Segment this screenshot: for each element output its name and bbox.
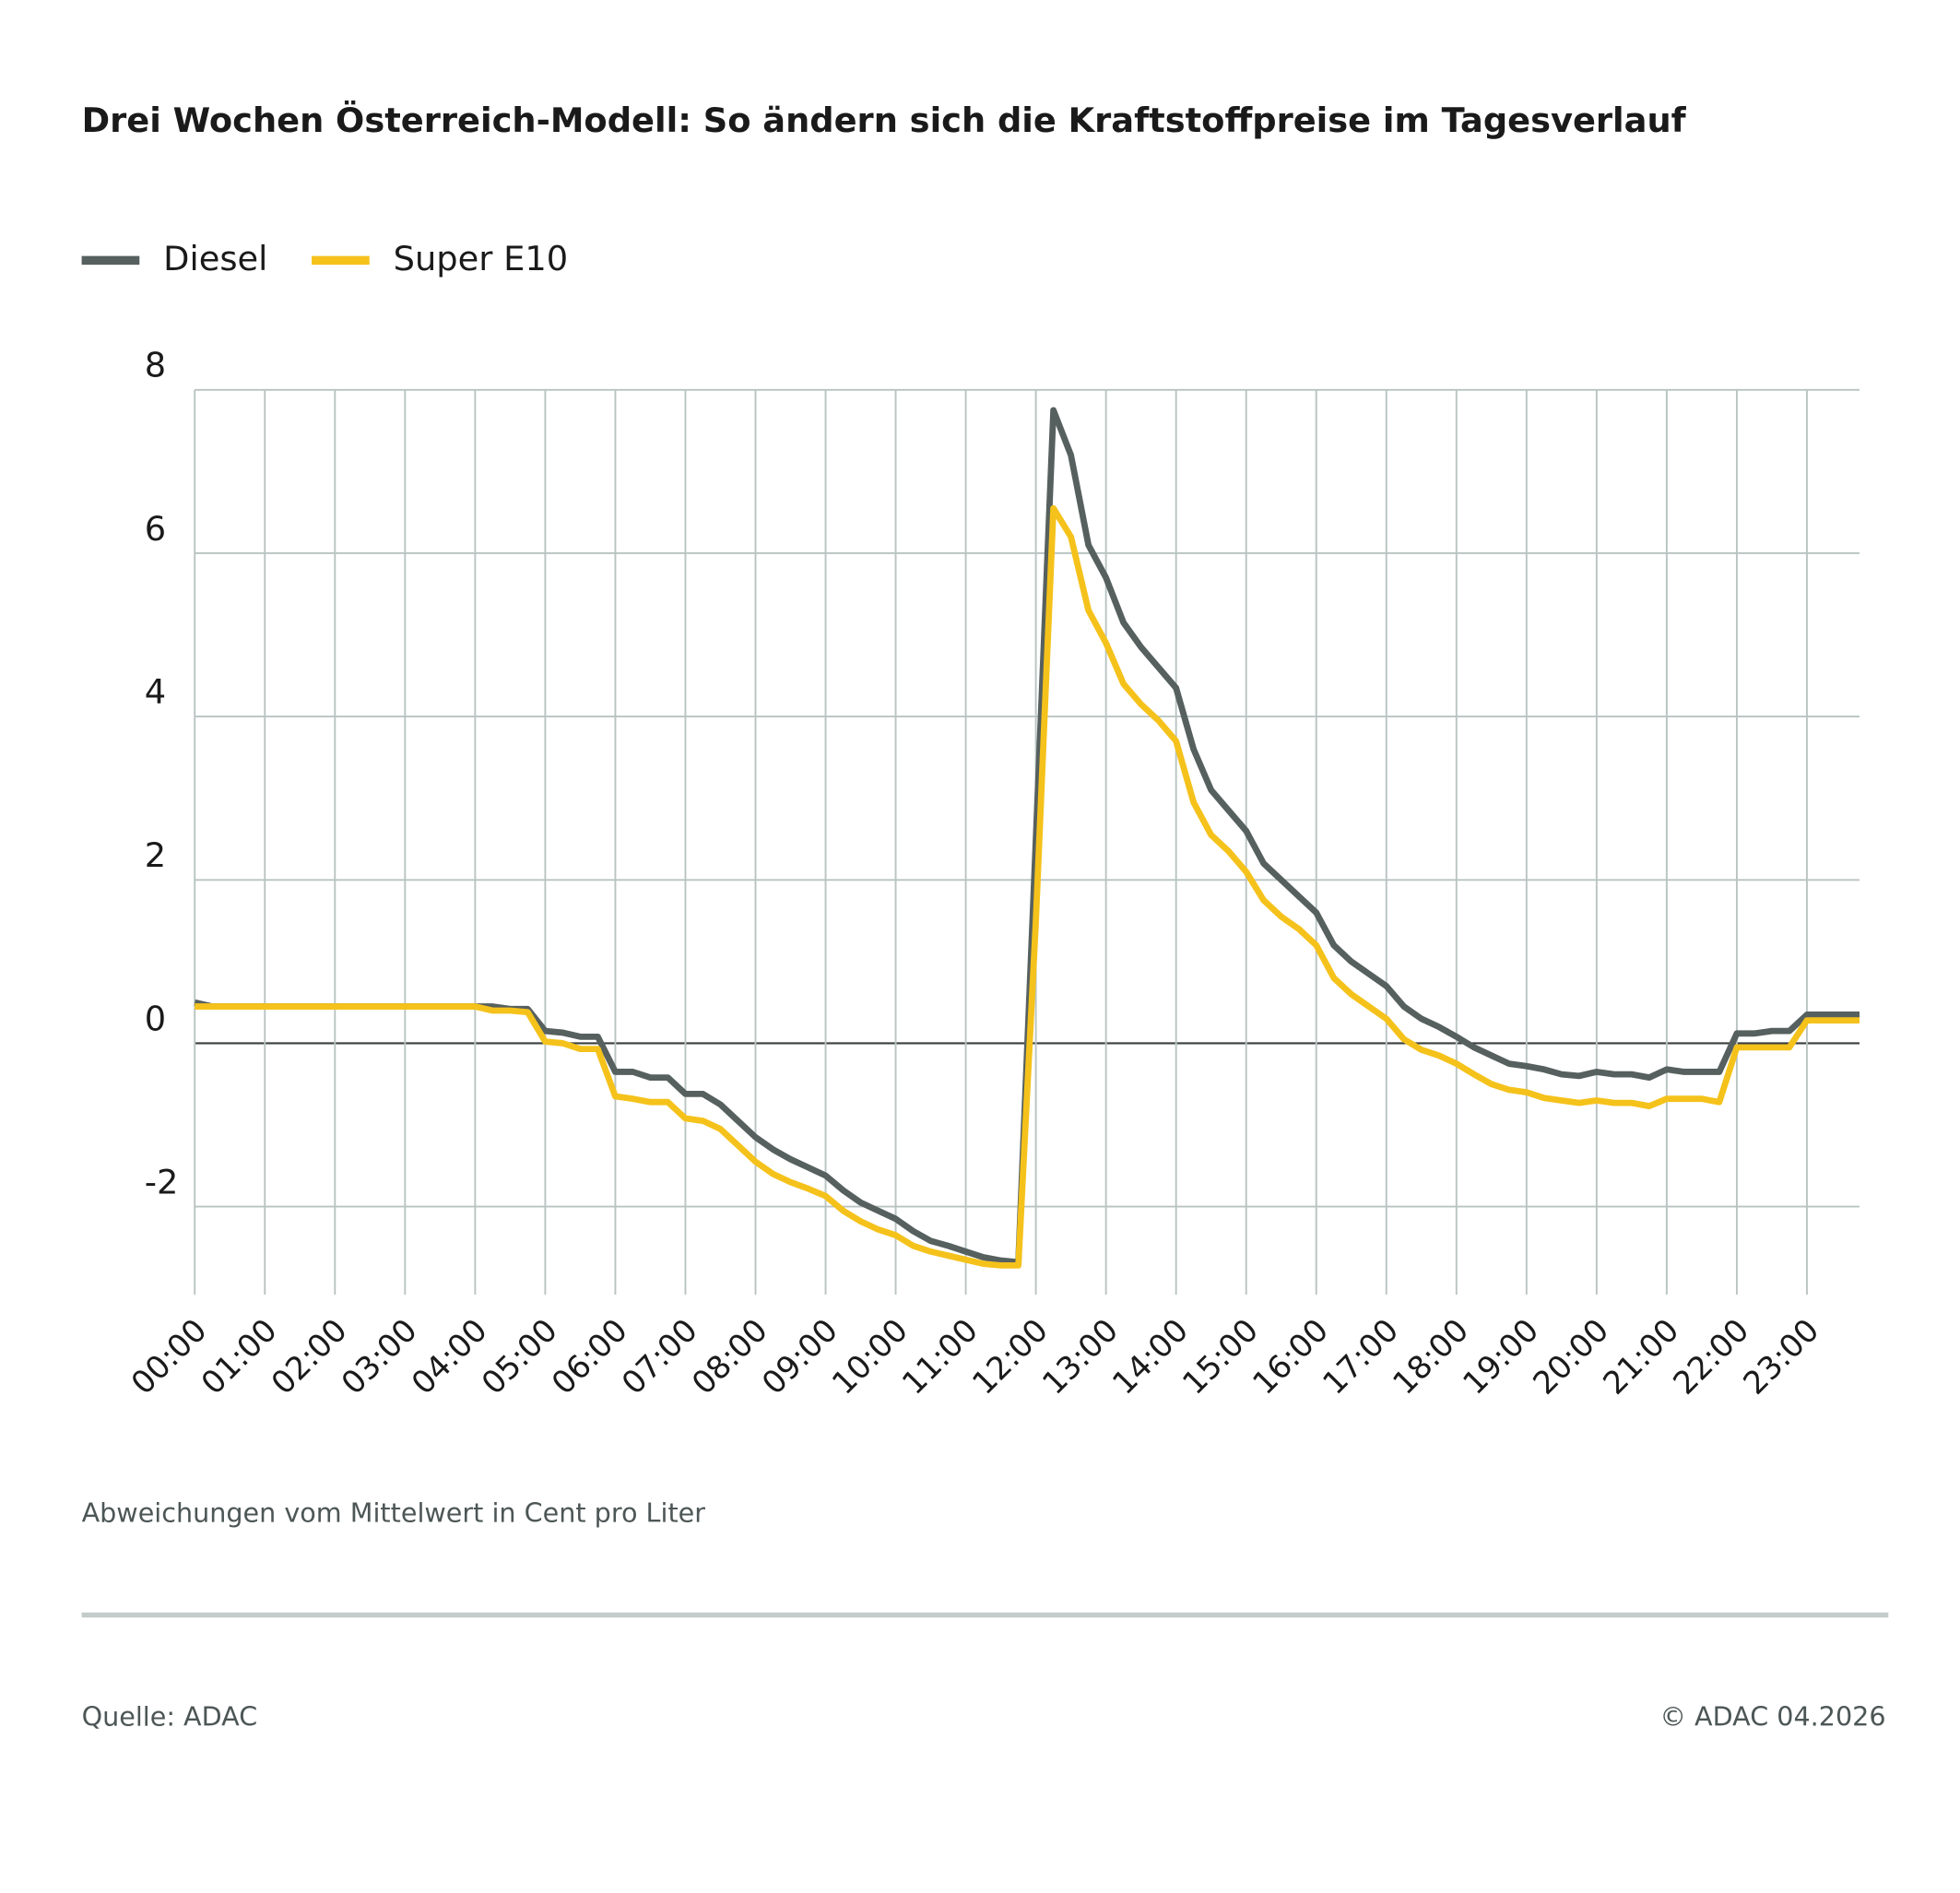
x-tick-label: 12:00 — [965, 1312, 1056, 1402]
x-tick-label: 09:00 — [755, 1312, 845, 1402]
x-tick-label: 22:00 — [1666, 1312, 1756, 1402]
x-tick-label: 06:00 — [545, 1312, 635, 1402]
x-tick-label: 18:00 — [1386, 1312, 1476, 1402]
y-tick-label: -2 — [145, 1163, 179, 1202]
x-tick-label: 01:00 — [195, 1312, 285, 1402]
y-tick-label: 6 — [145, 509, 166, 549]
x-tick-label: 08:00 — [685, 1312, 775, 1402]
y-tick-label: 4 — [145, 672, 166, 712]
chart-title: Drei Wochen Österreich-Modell: So ändern… — [82, 100, 1687, 140]
series-line — [195, 504, 1860, 1269]
x-tick-label: 20:00 — [1526, 1312, 1616, 1402]
x-tick-label: 00:00 — [124, 1312, 215, 1402]
x-tick-label: 16:00 — [1246, 1312, 1336, 1402]
x-tick-label: 10:00 — [825, 1312, 915, 1402]
x-tick-label: 17:00 — [1316, 1312, 1406, 1402]
x-tick-label: 13:00 — [1035, 1312, 1126, 1402]
copyright: © ADAC 04.2026 — [1659, 1700, 1885, 1732]
legend-label: Super E10 — [394, 239, 568, 278]
x-tick-label: 07:00 — [615, 1312, 705, 1402]
legend-label: Diesel — [163, 239, 267, 278]
x-tick-label: 04:00 — [405, 1312, 495, 1402]
x-tick-label: 02:00 — [265, 1312, 355, 1402]
y-tick-label: 2 — [145, 835, 166, 875]
x-tick-label: 11:00 — [895, 1312, 986, 1402]
x-tick-label: 23:00 — [1737, 1312, 1827, 1402]
x-tick-label: 15:00 — [1175, 1312, 1266, 1402]
source: Quelle: ADAC — [82, 1700, 258, 1732]
y-tick-label: 0 — [145, 999, 166, 1038]
x-tick-label: 19:00 — [1456, 1312, 1546, 1402]
x-tick-label: 03:00 — [335, 1312, 425, 1402]
x-tick-label: 14:00 — [1105, 1312, 1196, 1402]
y-tick-label: 8 — [145, 346, 166, 385]
y-axis-note: Abweichungen vom Mittelwert in Cent pro … — [82, 1497, 706, 1528]
x-tick-label: 05:00 — [475, 1312, 565, 1402]
x-tick-label: 21:00 — [1596, 1312, 1686, 1402]
